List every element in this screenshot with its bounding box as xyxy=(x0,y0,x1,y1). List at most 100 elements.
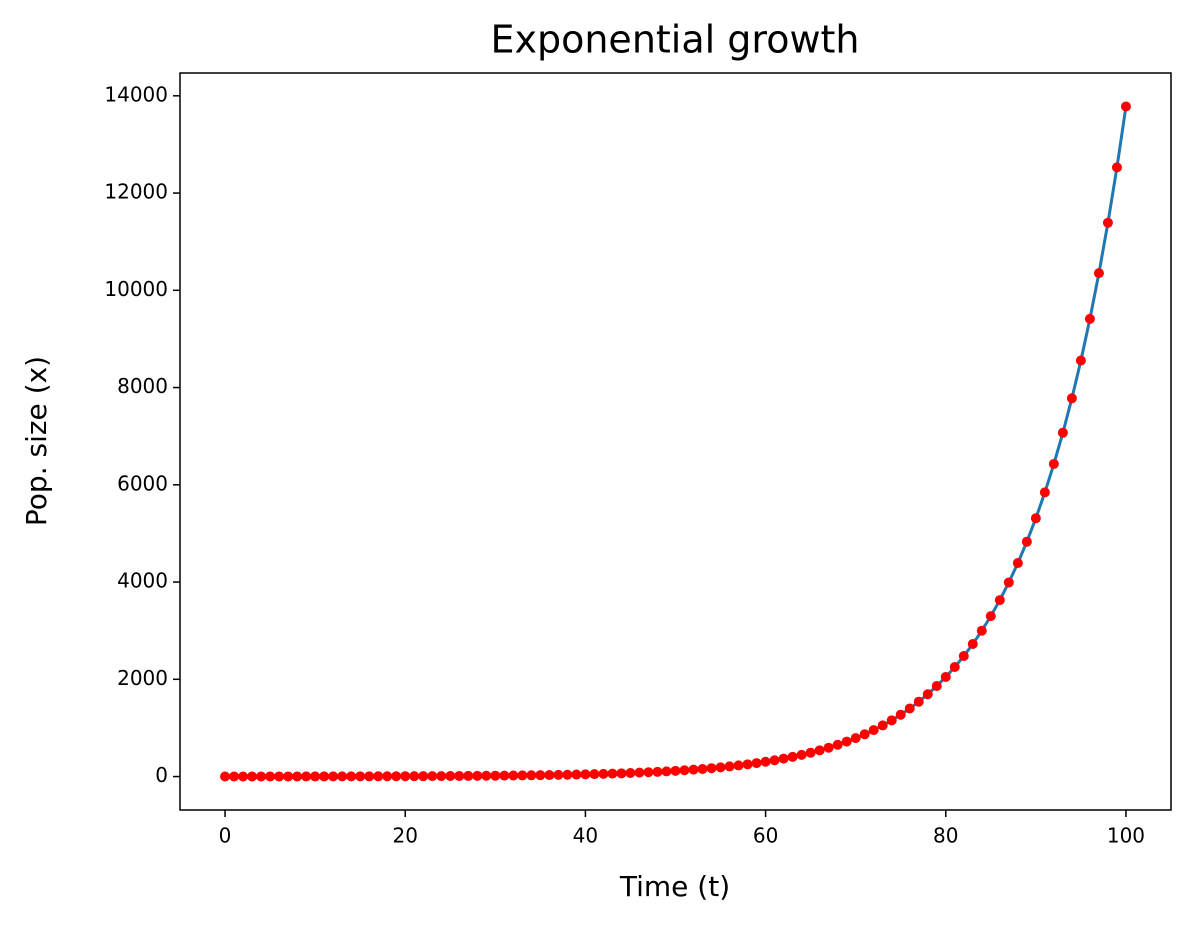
point xyxy=(724,761,735,772)
point xyxy=(967,638,978,649)
point xyxy=(994,595,1005,606)
point xyxy=(958,651,969,662)
point xyxy=(1003,577,1014,588)
point xyxy=(652,766,663,777)
y-tick-label: 2000 xyxy=(117,666,168,690)
point xyxy=(229,771,240,782)
point xyxy=(1102,217,1113,228)
point xyxy=(850,733,861,744)
point xyxy=(940,671,951,682)
point xyxy=(472,770,483,781)
point xyxy=(859,729,870,740)
point xyxy=(535,770,546,781)
point xyxy=(706,763,717,774)
point xyxy=(373,771,384,782)
point xyxy=(1111,162,1122,173)
point xyxy=(832,739,843,750)
point xyxy=(760,756,771,767)
point xyxy=(319,771,330,782)
point xyxy=(976,625,987,636)
point xyxy=(490,770,501,781)
point xyxy=(409,771,420,782)
point xyxy=(382,771,393,782)
point xyxy=(913,696,924,707)
x-axis-label: Time (t) xyxy=(619,870,730,903)
point xyxy=(895,709,906,720)
point xyxy=(1066,393,1077,404)
point xyxy=(346,771,357,782)
y-tick-label: 14000 xyxy=(104,82,168,106)
point xyxy=(391,771,402,782)
point xyxy=(661,766,672,777)
point xyxy=(949,661,960,672)
x-tick-label: 100 xyxy=(1107,824,1145,848)
point xyxy=(688,764,699,775)
point xyxy=(445,771,456,782)
point xyxy=(679,765,690,776)
point xyxy=(1030,513,1041,524)
point xyxy=(427,771,438,782)
point xyxy=(571,769,582,780)
point xyxy=(607,768,618,779)
point xyxy=(1021,536,1032,547)
point xyxy=(1057,427,1068,438)
x-tick-label: 80 xyxy=(933,824,958,848)
point xyxy=(1012,558,1023,569)
x-tick-label: 40 xyxy=(573,824,598,848)
point xyxy=(751,758,762,769)
point xyxy=(769,755,780,766)
point xyxy=(481,770,492,781)
point xyxy=(742,759,753,770)
line xyxy=(225,106,1128,778)
point xyxy=(904,703,915,714)
x-tick-label: 0 xyxy=(219,824,232,848)
x-tick-label: 20 xyxy=(393,824,418,848)
point xyxy=(1084,313,1095,324)
point xyxy=(265,771,276,782)
point xyxy=(364,771,375,782)
point xyxy=(337,771,348,782)
point xyxy=(256,771,267,782)
point xyxy=(796,749,807,760)
point xyxy=(841,736,852,747)
point xyxy=(400,771,411,782)
point xyxy=(499,770,510,781)
point xyxy=(598,768,609,779)
point xyxy=(292,771,303,782)
y-tick-label: 12000 xyxy=(104,180,168,204)
point xyxy=(697,763,708,774)
point xyxy=(886,715,897,726)
point xyxy=(517,770,528,781)
point xyxy=(328,771,339,782)
point xyxy=(283,771,294,782)
y-tick-label: 8000 xyxy=(117,374,168,398)
point xyxy=(238,771,249,782)
point xyxy=(814,745,825,756)
point xyxy=(1039,487,1050,498)
point xyxy=(310,771,321,782)
point xyxy=(616,768,627,779)
point xyxy=(715,762,726,773)
point xyxy=(508,770,519,781)
point xyxy=(922,689,933,700)
point xyxy=(1120,101,1131,112)
y-tick-label: 6000 xyxy=(117,471,168,495)
point xyxy=(643,767,654,778)
point xyxy=(985,611,996,622)
point xyxy=(355,771,366,782)
point xyxy=(1093,268,1104,279)
point xyxy=(553,769,564,780)
point xyxy=(877,720,888,731)
point xyxy=(1048,458,1059,469)
point xyxy=(733,760,744,771)
point xyxy=(1075,355,1086,366)
point xyxy=(931,680,942,691)
point xyxy=(823,742,834,753)
y-axis-label: Pop. size (x) xyxy=(20,356,53,526)
plot-frame xyxy=(179,72,1172,811)
point xyxy=(274,771,285,782)
point xyxy=(526,770,537,781)
point xyxy=(625,768,636,779)
point xyxy=(247,771,258,782)
